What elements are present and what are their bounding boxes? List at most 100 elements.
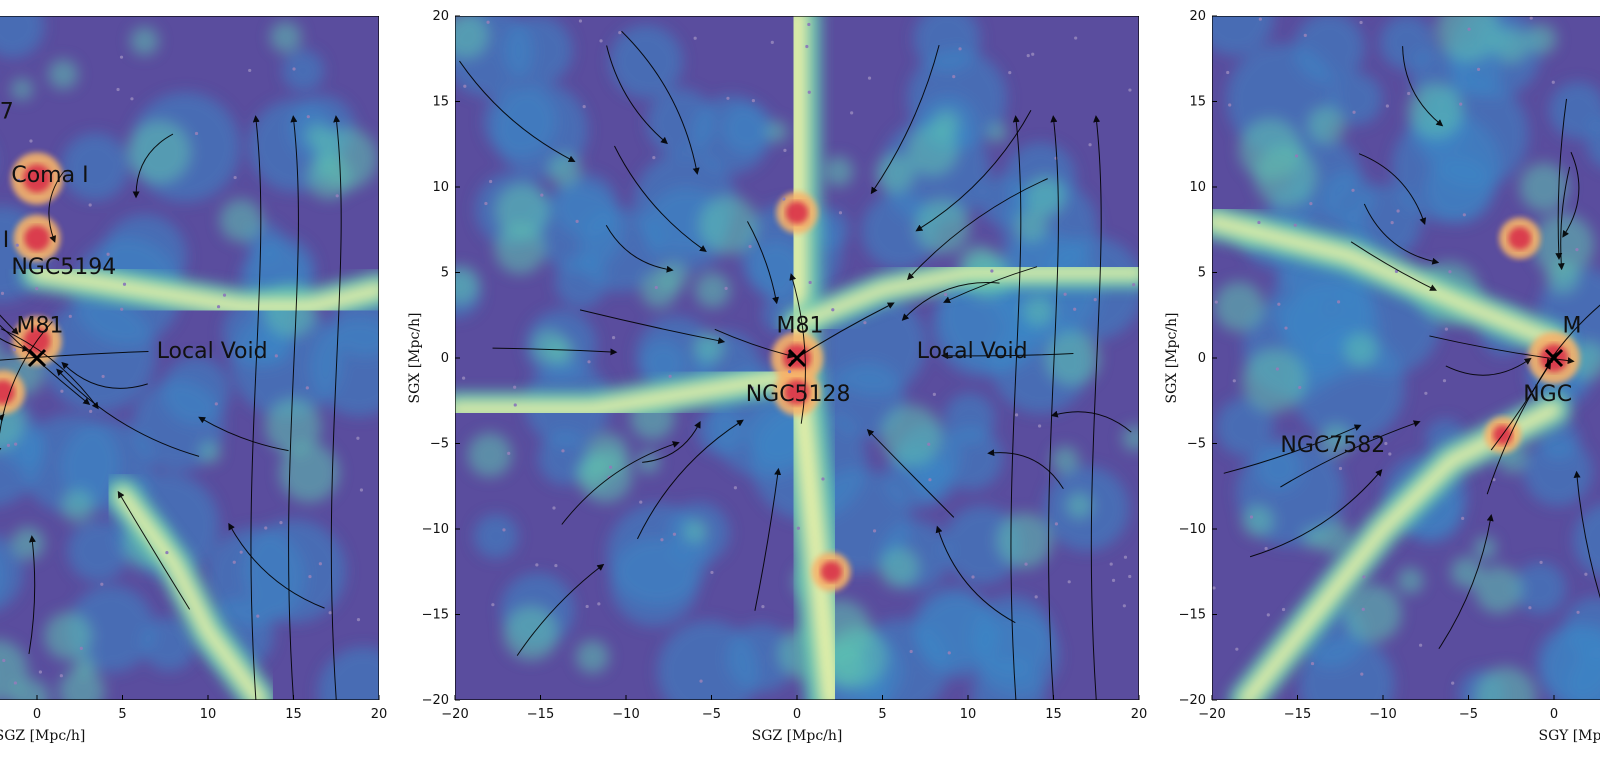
- galaxy-dot: [535, 563, 539, 567]
- galaxy-dot: [1074, 36, 1078, 40]
- galaxy-dot: [101, 374, 105, 379]
- galaxy-dot: [1026, 53, 1030, 58]
- position-marker-x: [27, 348, 47, 368]
- streamline: [1350, 241, 1437, 291]
- streamline: [117, 490, 191, 610]
- galaxy-dot: [1575, 248, 1579, 252]
- galaxy-dot: [761, 605, 765, 609]
- streamline: [561, 441, 680, 525]
- galaxy-dot: [585, 604, 589, 609]
- cluster-peak: [0, 380, 15, 405]
- galaxy-dot: [1492, 478, 1496, 482]
- density-blob: [1242, 505, 1274, 537]
- x-tick-label: 0: [793, 707, 801, 722]
- galaxy-dot: [1067, 580, 1071, 584]
- density-blob: [1549, 82, 1600, 139]
- density-blob: [912, 586, 994, 668]
- streamline: [288, 115, 299, 700]
- galaxy-dot: [1037, 424, 1042, 428]
- density-blob: [726, 624, 796, 693]
- galaxy-dot: [1088, 143, 1092, 147]
- streamline: [48, 171, 65, 243]
- galaxy-dot: [660, 538, 664, 542]
- annotation-label: M81: [776, 313, 823, 338]
- galaxy-dot: [29, 139, 33, 143]
- density-blob: [61, 489, 94, 523]
- galaxy-dot: [582, 105, 586, 109]
- density-blob: [127, 120, 191, 184]
- galaxy-dot: [578, 19, 583, 23]
- x-tick-label: 15: [1045, 707, 1062, 722]
- galaxy-dot: [597, 602, 601, 606]
- galaxy-dot: [491, 603, 495, 607]
- galaxy-dot: [328, 611, 332, 615]
- x-tick-label: −5: [1459, 707, 1478, 722]
- galaxy-dot: [1442, 379, 1447, 383]
- galaxy-dot: [796, 526, 800, 530]
- position-marker-x: [787, 348, 807, 368]
- density-blob: [1023, 295, 1054, 327]
- galaxy-dot: [807, 22, 811, 27]
- cluster-peak: [24, 225, 50, 251]
- density-blob: [495, 183, 550, 238]
- galaxy-dot: [335, 194, 339, 198]
- galaxy-dot: [770, 40, 774, 44]
- density-blob: [1122, 425, 1139, 451]
- y-tick-label: 15: [432, 95, 449, 110]
- annotation-label: M: [1563, 313, 1582, 338]
- streamline: [1223, 424, 1362, 474]
- density-blob: [494, 223, 546, 275]
- density-blob: [1519, 162, 1569, 212]
- galaxy-dot: [1073, 307, 1077, 311]
- galaxy-dot: [1462, 213, 1466, 217]
- position-marker-x: [1544, 348, 1564, 368]
- x-tick-label: 10: [200, 707, 217, 722]
- galaxy-dot: [222, 293, 227, 297]
- panel-3: M NGC NGC7582 −20 −15 −10 −5 0 20 15 10 5 0 −5 −10 −15 −…: [1164, 9, 1600, 744]
- density-blob: [875, 153, 915, 194]
- galaxy-dot: [1063, 292, 1067, 296]
- galaxy-dot: [274, 354, 278, 358]
- streamline: [0, 328, 99, 410]
- galaxy-dot: [1014, 413, 1019, 417]
- x-tick-label: 5: [878, 707, 886, 722]
- y-tick-label: 5: [1198, 266, 1206, 281]
- annotation-label: 07: [0, 100, 14, 125]
- density-blob: [697, 407, 745, 455]
- streamline: [606, 45, 668, 145]
- y-tick-label: −20: [1179, 693, 1206, 708]
- streamline: [0, 350, 149, 361]
- galaxy-dot: [119, 55, 124, 59]
- density-blob: [219, 199, 263, 242]
- density-blob: [1526, 24, 1557, 55]
- y-tick-label: −15: [422, 608, 449, 623]
- galaxy-dot: [748, 244, 752, 249]
- galaxy-dot: [1407, 91, 1411, 96]
- galaxy-dot: [1031, 52, 1035, 56]
- galaxy-dot: [609, 465, 613, 469]
- galaxy-dot: [6, 443, 11, 447]
- density-blob: [1045, 331, 1100, 386]
- density-blob: [1316, 520, 1351, 555]
- galaxy-dot: [1277, 302, 1281, 306]
- galaxy-dot: [1351, 188, 1355, 192]
- density-blob: [279, 442, 339, 503]
- density-blob: [1392, 113, 1501, 223]
- galaxy-dot: [486, 20, 490, 24]
- galaxy-dot: [639, 500, 643, 504]
- density-blob: [483, 84, 557, 158]
- galaxy-dot: [14, 442, 18, 446]
- density-blob: [474, 514, 519, 559]
- density-blob: [548, 153, 581, 187]
- galaxy-dot: [693, 36, 697, 40]
- annotation-label: NGC: [1523, 382, 1572, 407]
- density-blob: [1242, 348, 1307, 413]
- galaxy-dot: [308, 575, 312, 579]
- galaxy-dot: [489, 179, 493, 184]
- density-field: [455, 16, 1139, 700]
- galaxy-dot: [1212, 586, 1216, 590]
- density-blob: [535, 184, 624, 273]
- density-blob: [59, 668, 105, 700]
- density-blob: [1051, 446, 1080, 474]
- galaxy-dot: [1576, 610, 1580, 614]
